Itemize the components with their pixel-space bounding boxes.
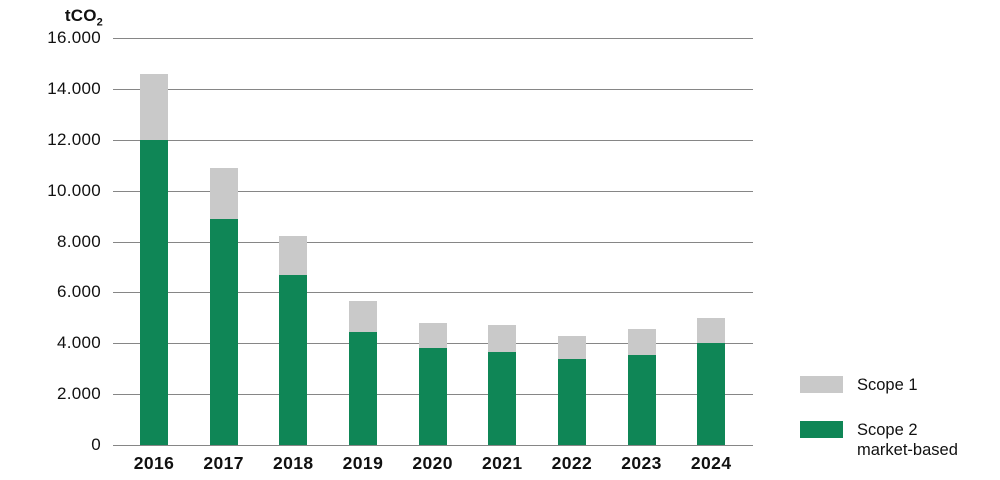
x-axis-label-2021: 2021	[481, 453, 523, 473]
gridline-14000	[113, 88, 753, 90]
legend: Scope 1 Scope 2 market-based	[800, 376, 958, 460]
bar-2019-segment-scope2	[348, 331, 377, 445]
bar-2022	[557, 335, 586, 445]
y-axis-unit-subscript: 2	[96, 16, 103, 29]
legend-item-scope1: Scope 1	[800, 376, 958, 395]
gridline-12000	[113, 139, 753, 141]
bar-2020-segment-scope2	[418, 348, 447, 445]
y-tick-label-10000: 10.000	[47, 180, 101, 200]
legend-label-scope2: Scope 2 market-based	[857, 420, 958, 460]
y-axis-unit-label: tCO2	[0, 6, 103, 28]
y-tick-label-2000: 2.000	[56, 384, 101, 404]
x-axis-label-2022: 2022	[551, 453, 593, 473]
y-tick-label-12000: 12.000	[47, 129, 101, 149]
bar-2018	[279, 236, 308, 445]
legend-item-scope2: Scope 2 market-based	[800, 421, 958, 460]
gridline-8000	[113, 241, 753, 243]
bar-2021-segment-scope2	[488, 352, 517, 445]
bar-2019	[348, 301, 377, 445]
x-axis-label-2017: 2017	[203, 453, 244, 473]
bar-2021	[488, 325, 517, 445]
bar-2019-segment-scope1	[348, 301, 377, 332]
bar-2021-segment-scope1	[488, 325, 517, 353]
bar-2024-segment-scope2	[697, 343, 726, 445]
bar-2016	[140, 73, 168, 445]
legend-swatch-scope2	[800, 421, 843, 438]
y-tick-label-14000: 14.000	[47, 78, 101, 98]
gridline-16000	[113, 38, 753, 39]
bar-2023	[627, 329, 656, 445]
y-tick-label-16000: 16.000	[47, 28, 101, 47]
x-axis-label-2023: 2023	[621, 453, 662, 473]
legend-label-scope2-line1: Scope 2	[857, 421, 918, 439]
bar-2020-segment-scope1	[418, 322, 447, 349]
bar-2017-segment-scope2	[209, 218, 238, 445]
gridline-10000	[113, 190, 753, 192]
gridline-6000	[113, 292, 753, 294]
x-axis-label-2024: 2024	[690, 453, 732, 473]
y-tick-label-8000: 8.000	[56, 231, 101, 251]
bar-2018-segment-scope2	[279, 274, 308, 445]
x-axis-label-2019: 2019	[342, 453, 384, 473]
y-tick-label-0: 0	[91, 435, 101, 454]
bar-2017	[209, 167, 238, 445]
bar-2023-segment-scope2	[627, 354, 656, 445]
legend-swatch-scope1	[800, 376, 843, 393]
bar-2016-segment-scope2	[140, 139, 168, 445]
bar-2024	[697, 317, 726, 445]
bar-2024-segment-scope1	[697, 317, 726, 344]
y-axis-tick-labels: 0 2.000 4.000 6.000 8.000 10.000 12.000 14.000 1…	[0, 28, 101, 454]
y-tick-label-6000: 6.000	[56, 282, 101, 302]
bar-2020	[418, 322, 447, 445]
x-axis-label-2018: 2018	[273, 453, 314, 473]
legend-label-scope1: Scope 1	[857, 375, 918, 395]
legend-label-scope1-text: Scope 1	[857, 376, 918, 394]
y-tick-label-4000: 4.000	[56, 333, 101, 353]
bar-2017-segment-scope1	[209, 167, 238, 219]
x-axis-label-2016: 2016	[133, 453, 175, 473]
bar-2022-segment-scope2	[557, 358, 586, 445]
gridline-0	[113, 445, 753, 446]
x-axis-label-2020: 2020	[412, 453, 453, 473]
bar-2018-segment-scope1	[279, 236, 308, 275]
y-axis-unit-text: tCO	[64, 6, 97, 25]
legend-label-scope2-line2: market-based	[857, 441, 958, 459]
bar-2022-segment-scope1	[557, 335, 586, 359]
plot-area: 2016 2017 2018 2019 2020 2021 2022 2023 2024	[113, 38, 753, 473]
bar-2016-segment-scope1	[140, 73, 168, 140]
bar-2023-segment-scope1	[627, 329, 656, 355]
